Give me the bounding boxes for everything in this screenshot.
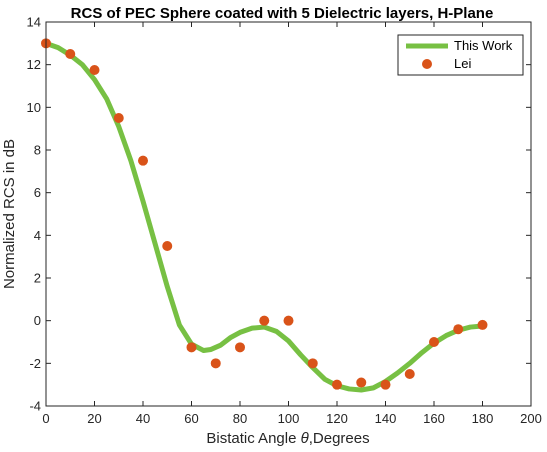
x-tick-label: 180 xyxy=(472,411,494,426)
data-point-lei xyxy=(380,379,391,390)
data-point-lei xyxy=(259,315,270,326)
data-point-lei xyxy=(404,369,415,379)
data-point-lei xyxy=(186,342,197,353)
data-point-lei xyxy=(89,65,100,75)
series-line-this-work xyxy=(43,40,485,393)
data-point-lei xyxy=(477,319,488,330)
legend-label-lei: Lei xyxy=(454,56,471,71)
chart-title: RCS of PEC Sphere coated with 5 Dielectr… xyxy=(71,5,494,22)
legend: This Work Lei xyxy=(397,34,524,76)
data-point-lei xyxy=(453,324,464,335)
x-tick-label: 20 xyxy=(87,411,101,426)
data-point-lei xyxy=(307,358,318,369)
data-point-lei xyxy=(162,241,173,251)
x-axis-title-suffix: ,Degrees xyxy=(309,430,370,447)
y-tick-label: 0 xyxy=(34,313,41,328)
legend-swatch-lei xyxy=(422,59,432,69)
y-tick-label: 6 xyxy=(34,185,41,200)
x-tick-label: 200 xyxy=(520,411,542,426)
legend-box xyxy=(397,34,524,76)
y-tick-label: -4 xyxy=(29,399,41,414)
y-axis-title: Normalized RCS in dB xyxy=(1,139,18,289)
x-tick-label: 0 xyxy=(42,411,49,426)
data-point-lei xyxy=(235,342,245,353)
data-point-lei xyxy=(210,358,221,369)
x-axis-title: Bistatic Angle θ,Degrees xyxy=(206,430,369,447)
y-tick-label: -2 xyxy=(29,356,41,371)
x-tick-label: 40 xyxy=(136,411,150,426)
legend-label-this-work: This Work xyxy=(454,38,513,53)
y-tick-label: 2 xyxy=(34,271,41,286)
x-tick-label: 80 xyxy=(233,411,247,426)
x-tick-label: 60 xyxy=(184,411,198,426)
ticks-layer: 0 20 40 60 80 100 120 140 160 180 200 -4 -2 0 2 4 6 8 10 12… xyxy=(27,15,542,427)
x-tick-label: 120 xyxy=(326,411,348,426)
data-point-lei xyxy=(332,379,342,390)
y-tick-label: 8 xyxy=(34,143,41,158)
data-point-lei xyxy=(113,113,124,123)
data-point-lei xyxy=(65,49,76,59)
x-axis-title-symbol: θ xyxy=(301,430,309,447)
y-tick-label: 14 xyxy=(27,15,41,30)
x-tick-label: 160 xyxy=(423,411,445,426)
x-axis-title-prefix: Bistatic Angle xyxy=(206,430,300,447)
data-point-lei xyxy=(283,315,294,326)
y-tick-label: 10 xyxy=(27,100,41,115)
x-tick-label: 100 xyxy=(278,411,300,426)
x-tick-label: 140 xyxy=(375,411,397,426)
series-layer xyxy=(41,38,488,393)
data-point-lei xyxy=(356,377,367,388)
plot-area xyxy=(46,22,531,406)
y-tick-label: 12 xyxy=(27,57,41,72)
data-point-lei xyxy=(138,155,148,166)
data-point-lei xyxy=(429,337,439,347)
y-tick-label: 4 xyxy=(34,228,41,243)
